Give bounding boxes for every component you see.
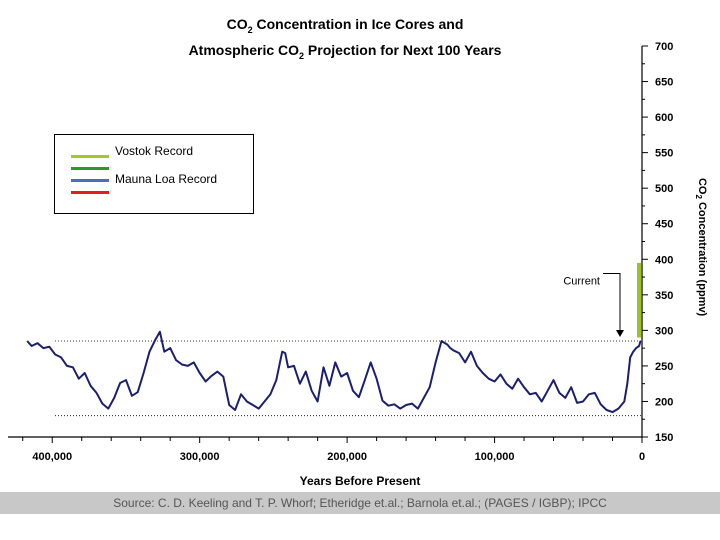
y-tick-label: 500: [655, 183, 673, 195]
legend-label-mauna-loa: Mauna Loa Record: [115, 172, 218, 186]
y-tick-label: 150: [655, 432, 673, 444]
x-tick-label: 300,000: [180, 451, 220, 463]
x-tick-label: 400,000: [32, 451, 72, 463]
series-line-vostok: [26, 330, 642, 414]
source-citation: Source: C. D. Keeling and T. P. Whorf; E…: [0, 492, 720, 514]
annotation-arrow-line: [603, 272, 621, 337]
y-tick-label: 550: [655, 148, 673, 160]
chart-title-line-2: Atmospheric CO2 Projection for Next 100 …: [188, 41, 502, 61]
chart-title: CO2 Concentration in Ice Cores and Atmos…: [150, 14, 540, 66]
y-axis-label: CO2 Concentration (ppmv): [693, 177, 709, 317]
y-tick-label: 250: [655, 361, 673, 373]
y-tick-label: 400: [655, 254, 673, 266]
chart-title-line-1: CO2 Concentration in Ice Cores and: [226, 16, 464, 35]
x-tick-label: 200,000: [327, 451, 367, 463]
y-tick-label: 350: [655, 290, 673, 302]
legend-swatch-vostok-dark: [71, 167, 109, 170]
legend-label-vostok: Vostok Record: [115, 144, 194, 158]
x-tick-label: 100,000: [475, 451, 515, 463]
annotation-arrow-head: [616, 330, 624, 338]
y-tick-label: 650: [655, 77, 673, 89]
legend: Vostok Record Mauna Loa Record: [54, 134, 254, 214]
y-tick-label: 600: [655, 112, 673, 124]
legend-swatch-mauna-loa-blue: [71, 179, 109, 182]
y-tick-label: 200: [655, 396, 673, 408]
y-tick-label: 300: [655, 325, 673, 337]
legend-swatch-vostok-light: [71, 155, 109, 158]
annotation-current: Current: [563, 276, 600, 288]
x-axis-label: Years Before Present: [299, 474, 421, 488]
y-tick-label: 450: [655, 219, 673, 231]
legend-swatch-mauna-loa-red: [71, 191, 109, 194]
y-tick-label: 700: [655, 41, 673, 53]
x-tick-label: 0: [639, 451, 645, 463]
